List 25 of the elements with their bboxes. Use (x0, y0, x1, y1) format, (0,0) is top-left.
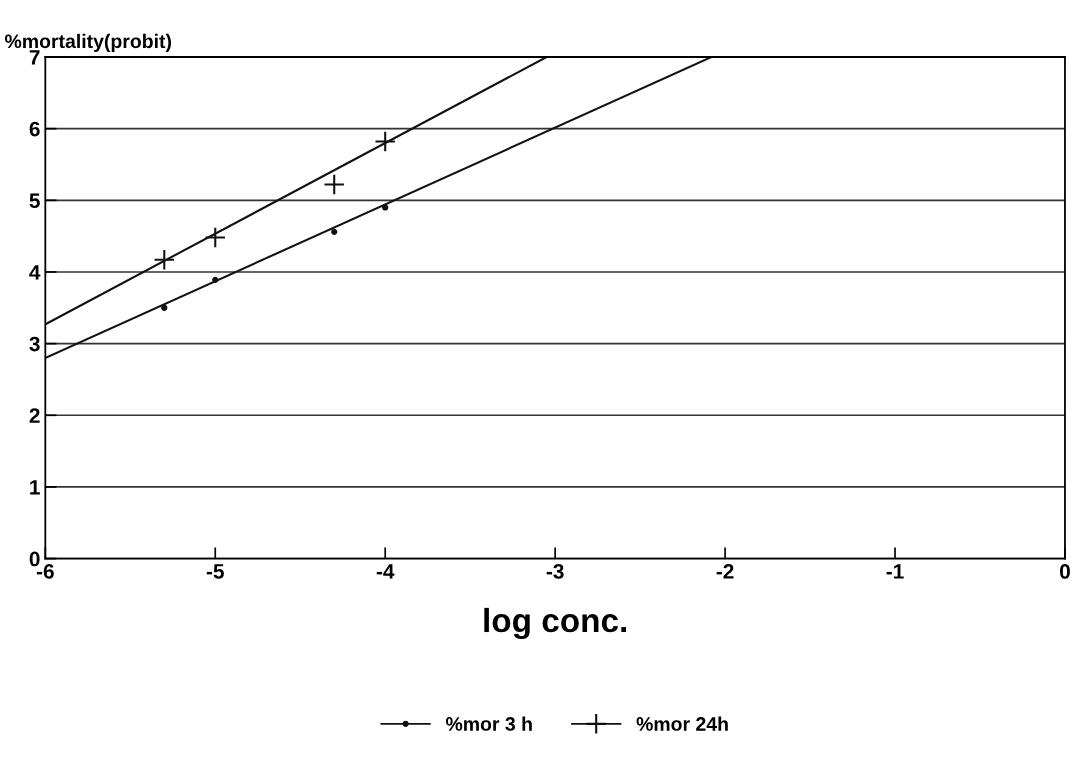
x-tick-label: -1 (886, 564, 904, 579)
y-tick-label: 5 (29, 193, 40, 209)
y-tick-label: 7 (29, 50, 40, 65)
y-axis-title: %mortality(probit) (5, 33, 171, 52)
y-tick-label: 6 (29, 121, 40, 137)
x-tick-label: -4 (376, 564, 395, 579)
y-tick-label: 4 (29, 265, 41, 280)
x-axis-title: log conc. (484, 607, 627, 640)
point (153, 249, 176, 271)
point (323, 173, 345, 196)
x-tick-label: -5 (206, 564, 224, 579)
point (161, 304, 168, 311)
x-tick-label: -2 (716, 564, 734, 579)
x-tick-label: 0 (1060, 564, 1070, 579)
point (331, 228, 338, 235)
x-tick-label: -3 (546, 564, 564, 579)
point (382, 204, 389, 211)
point (374, 130, 396, 153)
legend-label: %mor 24h (636, 716, 728, 731)
point (204, 226, 227, 249)
y-tick-label: 1 (30, 480, 40, 495)
point (212, 276, 219, 283)
y-tick-label: 2 (29, 408, 40, 423)
y-tick-label: 3 (29, 336, 40, 352)
legend-label: %mor 3 h (445, 716, 532, 731)
